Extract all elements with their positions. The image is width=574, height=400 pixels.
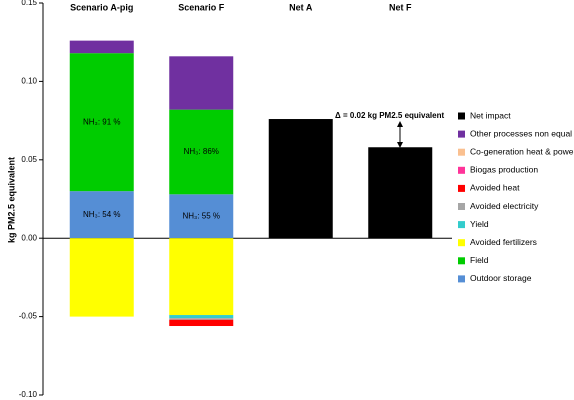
category-label: Scenario A-pig [70,2,133,12]
category-label: Net F [389,2,412,12]
bar-segment [69,53,134,192]
delta-annotation: Δ = 0.02 kg PM2.5 equivalent [335,111,444,120]
legend-swatch [458,148,465,156]
segment-annotation: NH₃: 86% [184,147,219,156]
legend-swatch [458,203,465,210]
segment-annotation: NH₃: 91 % [83,117,121,126]
legend-label: Avoided fertilizers [470,237,537,247]
category-label: Net A [289,2,313,12]
legend-label: Biogas production [470,165,538,175]
bar-segment [169,319,234,327]
y-tick-label: 0.15 [21,0,37,7]
legend-label: Field [470,255,489,265]
legend-label: Avoided heat [470,183,520,193]
y-tick-label: 0.10 [21,77,37,86]
y-tick-label: 0.05 [21,155,37,164]
y-tick-label: 0.00 [21,233,37,242]
legend-swatch [458,239,465,247]
segment-annotation: NH₃: 54 % [83,210,121,219]
legend-swatch [458,184,465,192]
bar-segment [69,191,134,239]
bar-segment [169,194,234,239]
y-tick-label: -0.05 [19,312,38,321]
legend-swatch [458,275,465,283]
bar-segment [169,315,234,319]
bar-segment [169,238,234,316]
legend-label: Net impact [470,110,511,120]
y-axis-label: kg PM2.5 equivalent [6,157,16,243]
legend-label: Outdoor storage [470,273,532,283]
legend-label: Avoided electricity [470,201,539,211]
y-tick-label: -0.10 [19,390,38,399]
bar-segment [69,238,134,317]
bar-segment [169,109,234,195]
legend-swatch [458,112,465,120]
bar-segment [169,318,234,320]
segment-annotation: NH₃: 55 % [183,211,221,220]
legend-swatch [458,257,465,265]
legend-label: Other processes non equal [470,128,572,138]
legend-label: Yield [470,219,489,229]
legend-swatch [458,130,465,138]
category-label: Scenario F [178,2,225,12]
legend-swatch [458,166,465,174]
legend-label: Co-generation heat & power [470,146,574,156]
bar-segment [69,40,134,54]
bar-segment [268,119,333,239]
legend-swatch [458,221,465,229]
bar-segment [169,56,234,110]
bar-segment [368,147,433,239]
